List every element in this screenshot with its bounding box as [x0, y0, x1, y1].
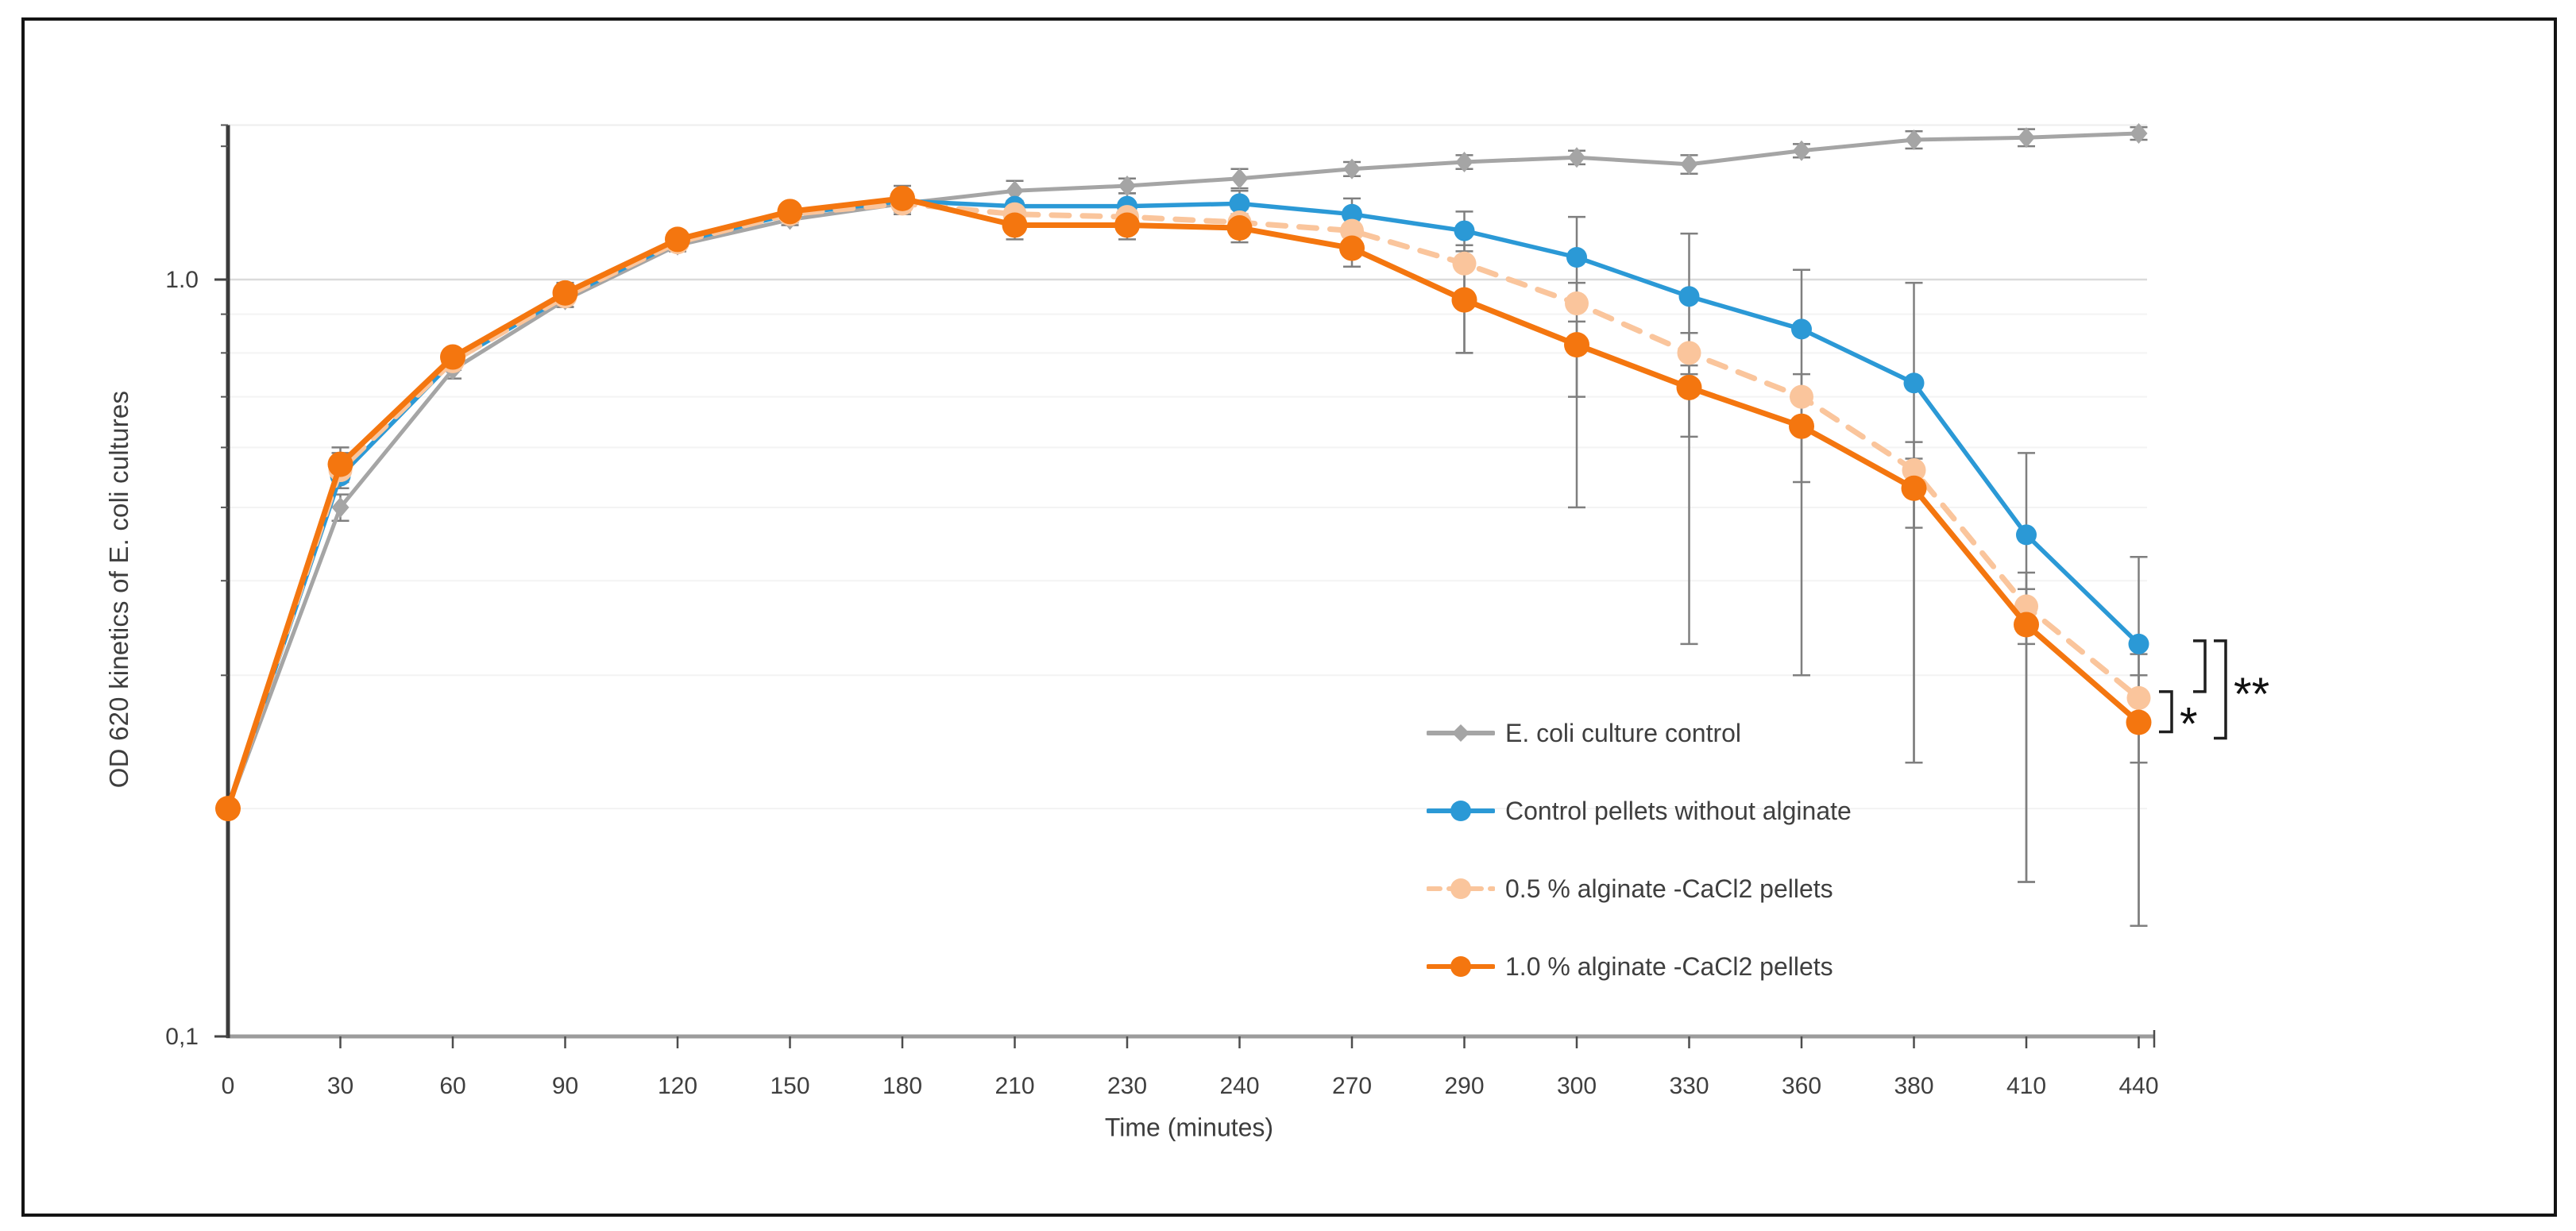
sig-double-star-label: **	[2234, 669, 2269, 720]
x-tick-label: 360	[1782, 1073, 1821, 1099]
x-tick-label: 150	[770, 1073, 809, 1099]
marker	[1452, 251, 1477, 276]
legend-marker-orange-circle	[1427, 956, 1495, 977]
x-tick-label: 30	[327, 1073, 353, 1099]
legend-marker-blue-circle	[1427, 801, 1495, 821]
marker	[1901, 475, 1927, 501]
significance-brackets	[2159, 639, 2227, 740]
marker	[1455, 151, 1473, 172]
marker	[1676, 374, 1702, 400]
marker	[2126, 685, 2151, 710]
marker	[890, 185, 915, 211]
marker	[1793, 140, 1810, 161]
series-2	[216, 191, 2151, 821]
gridlines	[228, 124, 2147, 810]
marker	[1114, 212, 1140, 238]
x-tick-label: 90	[552, 1073, 578, 1099]
marker	[1230, 168, 1249, 189]
marker	[1564, 332, 1589, 358]
marker	[1905, 129, 1923, 150]
marker	[552, 280, 578, 306]
marker	[1566, 246, 1587, 268]
marker	[1902, 457, 1926, 482]
x-tick-label: 330	[1669, 1073, 1709, 1099]
bracket-double-star	[2214, 639, 2227, 740]
x-tick-label: 240	[1219, 1073, 1259, 1099]
marker	[2016, 524, 2037, 546]
marker	[1343, 158, 1361, 179]
x-axis-title: Time (minutes)	[1104, 1113, 1274, 1142]
marker	[1568, 147, 1585, 168]
marker	[1565, 291, 1589, 316]
legend-label: E. coli culture control	[1505, 718, 1742, 747]
x-tick-label: 300	[1557, 1073, 1597, 1099]
marker	[1006, 180, 1024, 202]
y-tick-label: 1.0	[165, 267, 199, 293]
error-bars	[331, 125, 2148, 927]
marker	[1118, 175, 1136, 196]
sig-star-label: *	[2180, 699, 2198, 751]
x-tick-label: 180	[882, 1073, 922, 1099]
y-axis-title: OD 620 kinetics of E. coli cultures	[104, 390, 133, 789]
marker	[1229, 193, 1250, 214]
legend-item-alginate-05: 0.5 % alginate -CaCl2 pellets	[1427, 850, 1852, 928]
marker	[1790, 384, 1813, 409]
marker	[2014, 594, 2038, 619]
x-tick-label: 120	[658, 1073, 697, 1099]
marker	[2128, 633, 2149, 654]
marker	[1678, 286, 1700, 307]
marker	[327, 451, 353, 477]
x-tick-label: 0	[222, 1073, 235, 1099]
x-tick-label: 230	[1107, 1073, 1147, 1099]
marker	[1903, 372, 1925, 394]
x-tick-label: 210	[994, 1073, 1034, 1099]
series-3	[215, 185, 2152, 822]
marker	[777, 199, 803, 225]
legend-item-control-pellets: Control pellets without alginate	[1427, 772, 1852, 850]
legend: E. coli culture control Control pellets …	[1427, 694, 1852, 1005]
legend-label: Control pellets without alginate	[1505, 796, 1852, 825]
x-tick-label: 60	[439, 1073, 465, 1099]
marker	[1454, 220, 1475, 241]
marker	[2014, 612, 2039, 638]
legend-label: 1.0 % alginate -CaCl2 pellets	[1505, 951, 1833, 981]
bracket-star	[2159, 690, 2173, 734]
marker	[2130, 122, 2148, 144]
series-1	[218, 191, 2149, 820]
legend-item-alginate-10: 1.0 % alginate -CaCl2 pellets	[1427, 928, 1852, 1005]
marker	[1791, 318, 1812, 340]
marker	[1677, 341, 1701, 365]
y-tick-label: 0,1	[165, 1024, 199, 1050]
marker	[2018, 127, 2035, 149]
marker	[215, 796, 241, 822]
x-tick-label: 410	[2006, 1073, 2046, 1099]
marker	[331, 496, 350, 518]
axes	[214, 124, 2156, 1048]
legend-marker-peach-dashed-circle	[1427, 878, 1495, 899]
marker	[2126, 709, 2152, 735]
marker	[1342, 203, 1362, 225]
tick-labels: 1.0 0,1 0 30 60 90 120 150 180 210 230 240 270 290 300…	[165, 267, 2158, 1099]
x-tick-label: 380	[1894, 1073, 1933, 1099]
legend-item-ecoli-control: E. coli culture control	[1427, 694, 1852, 772]
marker	[1340, 218, 1364, 243]
x-tick-label: 270	[1332, 1073, 1372, 1099]
legend-marker-gray-diamond	[1427, 724, 1495, 742]
marker	[1680, 153, 1698, 175]
x-tick-label: 440	[2118, 1073, 2158, 1099]
legend-label: 0.5 % alginate -CaCl2 pellets	[1505, 874, 1833, 903]
figure-border	[21, 17, 2557, 1217]
marker	[1226, 215, 1253, 241]
marker	[1002, 212, 1028, 238]
marker	[1339, 235, 1365, 261]
marker	[1451, 287, 1477, 313]
significance-labels: ***	[2180, 669, 2269, 750]
bracket-inner	[2193, 639, 2207, 693]
marker	[1789, 413, 1814, 439]
marker	[440, 344, 465, 370]
x-tick-label: 290	[1444, 1073, 1484, 1099]
marker	[665, 226, 690, 253]
